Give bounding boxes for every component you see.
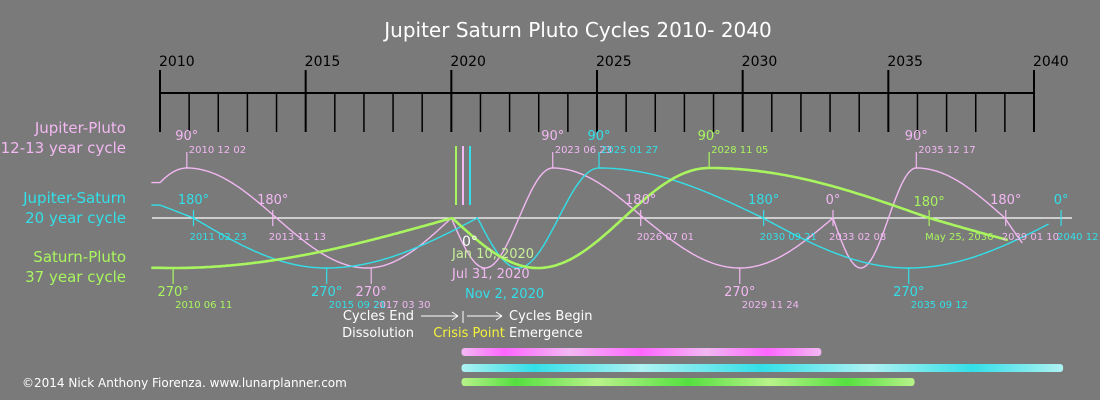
conjunction-label: 0° bbox=[462, 234, 478, 250]
marker-date: 2030 09 21 bbox=[760, 232, 817, 243]
marker-angle: 90° bbox=[905, 129, 928, 144]
conjunction-label: Jul 31, 2020 bbox=[451, 267, 530, 282]
marker-angle: 90° bbox=[175, 129, 198, 144]
marker-angle: 270° bbox=[893, 285, 924, 300]
marker-date: 2015 09 21 bbox=[329, 300, 386, 311]
marker-angle: 270° bbox=[724, 285, 755, 300]
marker-date: 2039 01 10 bbox=[1002, 232, 1059, 243]
copyright-text: ©2014 Nick Anthony Fiorenza. www.lunarpl… bbox=[22, 376, 347, 390]
series-line-2 bbox=[151, 166, 1009, 270]
marker-angle: 270° bbox=[157, 285, 188, 300]
marker-angle: 90° bbox=[698, 129, 721, 144]
phase-note-center: Crisis Point bbox=[433, 326, 505, 341]
phase-note-left: Dissolution bbox=[342, 326, 414, 341]
marker-date: 2023 06 23 bbox=[555, 145, 612, 156]
phase-note-left: Cycles End bbox=[343, 309, 414, 324]
axis-tick-label: 2020 bbox=[450, 54, 486, 70]
axis-tick-label: 2025 bbox=[596, 54, 632, 70]
axis-tick-label: 2040 bbox=[1033, 54, 1069, 70]
year-axis: 2010 2015 2020 2025 2030 2035 2040 bbox=[159, 54, 1069, 132]
series-label-line: 37 year cycle bbox=[25, 268, 126, 286]
marker-angle: 180° bbox=[990, 193, 1021, 208]
series-labels: Jupiter-Pluto 12-13 year cycle Jupiter-Sat… bbox=[1, 119, 126, 286]
marker-date: 2035 12 17 bbox=[918, 145, 975, 156]
arrow-right-head bbox=[495, 311, 503, 321]
marker-angle: 180° bbox=[625, 193, 656, 208]
marker-date: 2025 01 27 bbox=[601, 145, 658, 156]
marker-angle: 180° bbox=[178, 193, 209, 208]
marker-date: May 25, 2036 bbox=[925, 232, 993, 243]
marker-angle: 0° bbox=[826, 193, 841, 208]
series-label-line: Jupiter-Saturn bbox=[22, 189, 126, 207]
marker-date: 2028 11 05 bbox=[711, 145, 768, 156]
axis-tick-label: 2035 bbox=[887, 54, 923, 70]
marker-date: 2035 09 12 bbox=[911, 300, 968, 311]
timeline-bar-0 bbox=[461, 348, 822, 356]
timeline-bar-2 bbox=[461, 378, 915, 386]
chart-title: Jupiter Saturn Pluto Cycles 2010- 2040 bbox=[382, 18, 771, 42]
axis-tick-label: 2030 bbox=[742, 54, 778, 70]
conjunction-label: Nov 2, 2020 bbox=[465, 287, 544, 302]
marker-date: 2010 12 02 bbox=[189, 145, 246, 156]
series-line-1 bbox=[151, 167, 1049, 269]
axis-tick-label: 2010 bbox=[159, 54, 195, 70]
marker-angle: 90° bbox=[541, 129, 564, 144]
marker-date: 2017 03 30 bbox=[373, 300, 430, 311]
marker-angle: 180° bbox=[748, 193, 779, 208]
timeline-bar-1 bbox=[461, 364, 1064, 372]
phase-notes: Cycles End Dissolution Cycles Begin Emergen… bbox=[342, 309, 592, 341]
series-line-0 bbox=[151, 167, 1023, 269]
cycle-curves bbox=[151, 166, 1049, 270]
marker-angle: 180° bbox=[913, 195, 944, 210]
marker-angle: 90° bbox=[588, 129, 611, 144]
series-label-line: Saturn-Pluto bbox=[33, 248, 126, 266]
series-label-line: Jupiter-Pluto bbox=[34, 119, 126, 137]
marker-date: 2013 11 13 bbox=[269, 232, 326, 243]
marker-angle: 270° bbox=[356, 285, 387, 300]
phase-note-right: Emergence bbox=[509, 326, 583, 341]
marker-date: 2040 12 07 bbox=[1057, 232, 1100, 243]
conjunction-labels: 0°Jan 10, 2020 Jul 31, 2020 Nov 2, 2020 bbox=[451, 234, 544, 302]
series-label-line: 20 year cycle bbox=[25, 209, 126, 227]
marker-date: 2029 11 24 bbox=[742, 300, 799, 311]
marker-angle: 270° bbox=[311, 285, 342, 300]
phase-note-right: Cycles Begin bbox=[509, 309, 592, 324]
axis-tick-label: 2015 bbox=[305, 54, 341, 70]
conjunction-label: Jan 10, 2020 bbox=[451, 247, 534, 262]
marker-date: 2026 07 01 bbox=[637, 232, 694, 243]
series-label-line: 12-13 year cycle bbox=[1, 139, 126, 157]
conjunction-lines bbox=[455, 146, 471, 205]
arrow-left-head bbox=[451, 311, 459, 321]
marker-date: 2011 02 23 bbox=[190, 232, 247, 243]
marker-angle: 180° bbox=[257, 193, 288, 208]
marker-angle: 0° bbox=[1054, 193, 1069, 208]
marker-date: 2033 02 08 bbox=[829, 232, 886, 243]
marker-date: 2010 06 11 bbox=[175, 300, 232, 311]
timeline-bars bbox=[461, 348, 1064, 386]
